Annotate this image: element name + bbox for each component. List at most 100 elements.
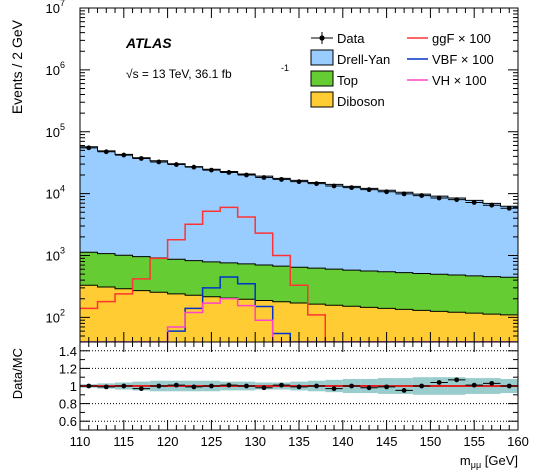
y-tick-label: 10 <box>46 63 60 78</box>
legend-swatch-diboson <box>310 91 334 108</box>
data-point <box>156 159 162 165</box>
x-tick-label: 160 <box>507 434 529 449</box>
ratio-y-tick-label: 0.8 <box>59 397 77 412</box>
data-point <box>226 170 232 175</box>
ratio-point <box>121 383 127 389</box>
data-point <box>401 191 407 197</box>
x-tick-label: 120 <box>157 434 179 449</box>
ratio-point <box>156 383 162 389</box>
x-tick-label: 115 <box>113 434 134 449</box>
ratio-point <box>209 383 214 389</box>
y-tick-label: 10 <box>46 187 60 202</box>
ratio-y-tick-label: 1 <box>70 379 77 394</box>
ratio-point <box>349 383 354 389</box>
ratio-y-tick-label: 1.4 <box>59 344 77 359</box>
data-point <box>261 175 267 180</box>
ratio-point <box>138 386 144 392</box>
ratio-point <box>226 382 232 388</box>
data-point <box>121 152 127 158</box>
x-axis-label-symbol: m <box>460 453 471 468</box>
x-axis-label-subscript: μμ <box>471 460 481 470</box>
x-tick-label: 140 <box>332 434 354 449</box>
data-point <box>454 197 460 203</box>
data-point <box>489 202 495 208</box>
data-point <box>86 145 92 151</box>
ratio-point <box>366 385 372 391</box>
ratio-point <box>489 380 495 386</box>
x-tick-label: 150 <box>420 434 442 449</box>
data-point <box>366 187 372 193</box>
experiment-label: ATLAS <box>125 35 172 51</box>
x-tick-label: 125 <box>201 434 223 449</box>
energy-label: √s = 13 TeV, 36.1 fb <box>126 67 232 81</box>
ratio-x-ticks: 110 115 120 125 130 135 140 145 150 155 160 <box>70 342 529 449</box>
y-tick-label: 10 <box>46 310 60 325</box>
data-point <box>419 193 425 198</box>
legend-label-signal-2: VH × 100 <box>432 73 487 88</box>
ratio-point <box>279 382 284 388</box>
data-point <box>384 189 389 195</box>
y-tick-label: 10 <box>46 249 60 264</box>
data-point <box>331 183 337 189</box>
ratio-point <box>419 383 425 389</box>
data-point <box>506 205 512 211</box>
data-point <box>279 176 284 182</box>
ratio-y-axis-label: Data/MC <box>10 348 25 399</box>
data-point <box>138 156 144 161</box>
ratio-point <box>331 386 337 392</box>
ratio-point <box>191 384 197 390</box>
ratio-y-tick-label: 1.2 <box>59 361 77 376</box>
x-tick-label: 145 <box>376 434 398 449</box>
ratio-point <box>454 377 460 383</box>
x-axis-label: mμμ [GeV] <box>460 453 518 470</box>
ratio-y-tick-label: 0.6 <box>59 414 77 429</box>
x-axis-label-unit: [GeV] <box>481 453 518 468</box>
data-point <box>191 164 197 170</box>
legend-label-top: Top <box>337 73 358 88</box>
ratio-point <box>173 382 179 388</box>
data-point <box>314 181 319 187</box>
y-tick-exponent: 2 <box>60 307 65 317</box>
legend-label-signal-0: ggF × 100 <box>432 31 491 46</box>
ratio-point <box>471 382 477 388</box>
ratio-point <box>314 383 319 389</box>
stack-group <box>80 146 518 342</box>
legend-label-diboson: Diboson <box>337 94 385 109</box>
y-tick-exponent: 7 <box>60 0 65 8</box>
y-tick-exponent: 5 <box>60 122 65 132</box>
legend-label-drell-yan: Drell-Yan <box>337 52 390 67</box>
data-point <box>209 167 214 173</box>
data-point <box>244 172 249 178</box>
main-x-ticks <box>79 8 519 342</box>
legend-data-marker <box>319 35 325 41</box>
y-tick-exponent: 4 <box>60 184 65 194</box>
legend-swatch-top <box>310 70 334 87</box>
legend-label-data: Data <box>337 31 365 46</box>
data-point <box>349 185 354 191</box>
ratio-y-ticks: 0.6 0.8 1 1.2 1.4 <box>59 341 518 431</box>
data-point <box>173 162 179 167</box>
energy-label-exponent: -1 <box>281 63 289 73</box>
x-tick-label: 155 <box>463 434 485 449</box>
ratio-point <box>261 385 267 391</box>
ratio-point <box>244 383 249 389</box>
data-point <box>296 179 302 185</box>
y-tick-exponent: 3 <box>60 246 65 256</box>
signal-histogram-0 <box>80 206 518 342</box>
data-points-group <box>80 145 518 211</box>
ratio-point <box>296 384 302 390</box>
x-tick-label: 135 <box>288 434 310 449</box>
legend-swatch-drell-yan <box>310 49 334 66</box>
data-point <box>436 195 442 201</box>
y-axis-label: Events / 2 GeV <box>9 19 25 114</box>
ratio-panel: 0.6 0.8 1 1.2 1.4 110 115 120 125 130 135 140 145 150… <box>10 341 529 470</box>
ratio-point <box>436 380 442 385</box>
ratio-point <box>384 384 389 390</box>
data-point <box>103 149 109 155</box>
ratio-point <box>401 388 407 393</box>
y-tick-label: 10 <box>46 125 60 140</box>
data-point <box>471 200 477 205</box>
